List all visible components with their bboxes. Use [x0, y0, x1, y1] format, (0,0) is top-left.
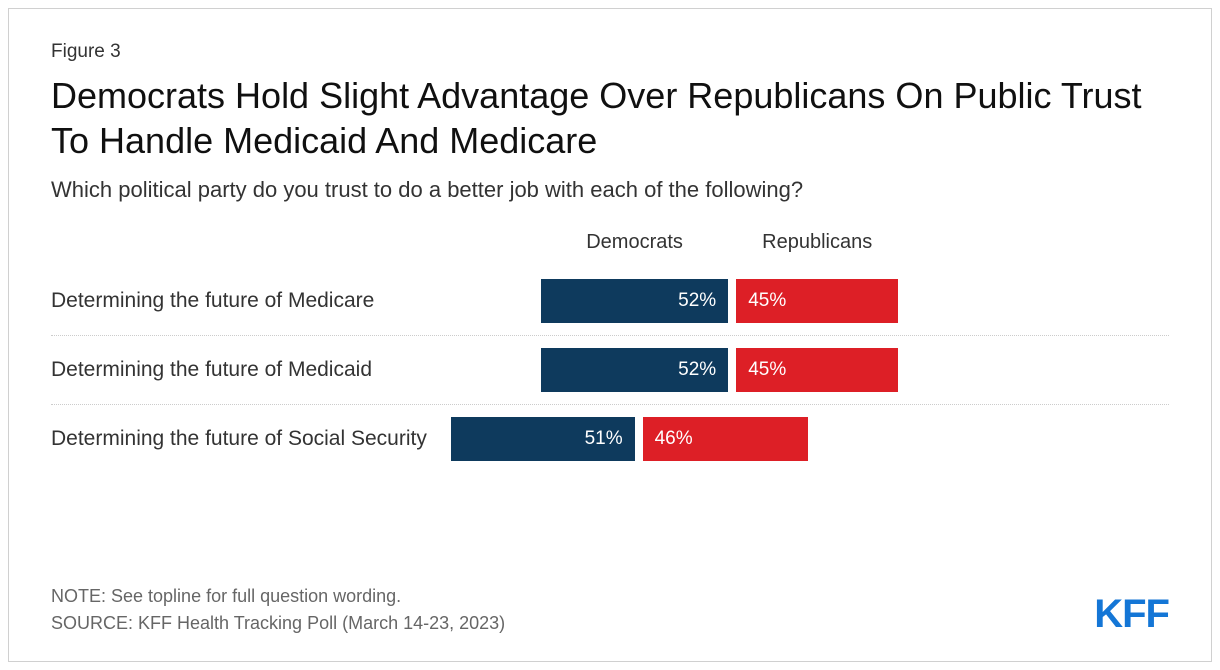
source-text: SOURCE: KFF Health Tracking Poll (March … — [51, 610, 505, 637]
figure-subtitle: Which political party do you trust to do… — [51, 177, 1169, 203]
bar-republicans: 45% — [736, 348, 898, 392]
header-democrats: Democrats — [586, 231, 683, 254]
rows-container: Determining the future of Medicare52%45%… — [51, 267, 1169, 473]
bar-democrats: 51% — [451, 417, 635, 461]
figure-footer: NOTE: See topline for full question word… — [51, 583, 1169, 637]
row-label: Determining the future of Medicaid — [51, 356, 541, 383]
data-row: Determining the future of Social Securit… — [51, 405, 1169, 473]
row-bars: 52%45% — [541, 348, 1169, 392]
chart-headers-row: Democrats Republicans — [51, 231, 1169, 259]
note-text: NOTE: See topline for full question word… — [51, 583, 505, 610]
kff-logo: KFF — [1094, 592, 1169, 637]
chart-area: Democrats Republicans Determining the fu… — [51, 231, 1169, 565]
data-row: Determining the future of Medicare52%45% — [51, 267, 1169, 336]
data-row: Determining the future of Medicaid52%45% — [51, 336, 1169, 405]
footer-notes: NOTE: See topline for full question word… — [51, 583, 505, 637]
row-label: Determining the future of Medicare — [51, 287, 541, 314]
header-republicans: Republicans — [762, 231, 872, 254]
figure-container: Figure 3 Democrats Hold Slight Advantage… — [8, 8, 1212, 662]
figure-title: Democrats Hold Slight Advantage Over Rep… — [51, 73, 1169, 163]
header-bars-col: Democrats Republicans — [541, 231, 1169, 259]
bar-republicans: 46% — [643, 417, 809, 461]
row-bars: 51%46% — [451, 417, 1169, 461]
row-bars: 52%45% — [541, 279, 1169, 323]
bar-democrats: 52% — [541, 279, 728, 323]
bar-republicans: 45% — [736, 279, 898, 323]
bar-democrats: 52% — [541, 348, 728, 392]
row-label: Determining the future of Social Securit… — [51, 425, 451, 452]
figure-number: Figure 3 — [51, 41, 1169, 63]
